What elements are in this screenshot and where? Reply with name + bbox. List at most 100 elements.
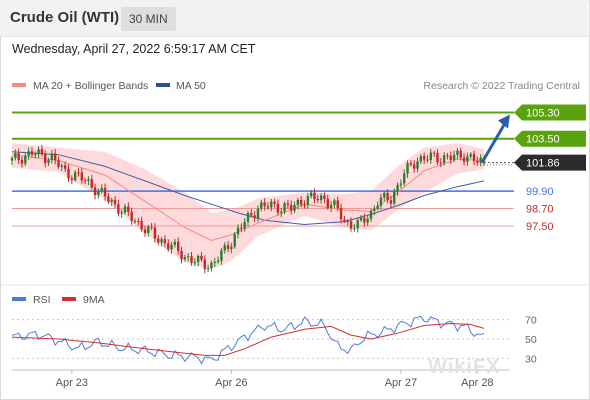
bollinger-band-layer: [12, 143, 484, 270]
instrument-title: Crude Oil (WTI): [10, 9, 120, 26]
candle-body: [280, 211, 283, 213]
candle-body: [100, 187, 103, 191]
candle-body: [60, 165, 64, 167]
candle-body: [469, 154, 472, 157]
candle-body: [336, 200, 339, 208]
candle-body: [326, 199, 329, 208]
candle-body: [157, 238, 160, 243]
candle-body: [24, 155, 27, 164]
legend-swatch-ma20: [12, 83, 26, 87]
candle-body: [323, 195, 326, 200]
forecast-arrow-head: [498, 114, 510, 129]
candle-body: [446, 155, 449, 157]
candle-body: [479, 157, 482, 163]
candle-body: [103, 187, 107, 197]
candle-body: [193, 262, 197, 264]
candle-body: [253, 215, 256, 219]
candle-body: [383, 192, 386, 198]
candle-body: [226, 245, 230, 250]
candle-body: [439, 162, 442, 164]
candle-body: [123, 206, 127, 213]
candle-body: [143, 229, 147, 233]
x-axis-label: Apr 27: [385, 377, 417, 389]
candle-body: [70, 178, 74, 181]
candle-body: [73, 172, 77, 181]
candle-body: [353, 228, 356, 230]
candle-body: [260, 202, 263, 209]
candle-body: [113, 199, 117, 205]
x-axis-label: Apr 28: [461, 377, 493, 389]
candle-body: [34, 154, 37, 156]
candle-body: [356, 220, 359, 229]
price-levels-layer: [12, 111, 514, 227]
candle-body: [110, 199, 113, 202]
x-axis-labels: Apr 23 Apr 26 Apr 27 Apr 28: [56, 370, 494, 389]
candle-body: [206, 268, 210, 270]
candle-body: [346, 221, 349, 223]
rsi-9ma-line: [11, 322, 485, 356]
candle-body: [67, 168, 70, 179]
candle-body: [283, 203, 286, 212]
forecast-arrow-layer: [480, 114, 510, 164]
candle-body: [230, 246, 233, 250]
candle-body: [183, 257, 187, 260]
candle-body: [30, 151, 34, 155]
candle-body: [203, 259, 206, 270]
level-103-50-label: 103.50: [526, 134, 560, 146]
candle-body: [50, 153, 54, 160]
candle-body: [223, 245, 226, 251]
candle-body: [240, 227, 243, 229]
candle-body: [319, 195, 323, 201]
candle-body: [329, 204, 333, 208]
candle-body: [452, 154, 456, 160]
candle-body: [369, 210, 373, 219]
candle-body: [213, 261, 216, 263]
legend-swatch-9ma: [62, 297, 76, 301]
candle-body: [333, 200, 336, 205]
rsi-tick-label: 30: [525, 353, 537, 365]
ma20-line: [11, 154, 485, 242]
candle-body: [250, 212, 253, 216]
legend-label-ma20: MA 20 + Bollinger Bands: [33, 80, 148, 92]
legend-label-rsi: RSI: [33, 294, 51, 306]
candle-body: [17, 153, 20, 160]
candle-body: [160, 239, 163, 243]
forecast-arrow-shaft: [480, 120, 508, 164]
candle-body: [93, 187, 97, 196]
candle-body: [339, 207, 343, 220]
candle-body: [107, 196, 110, 202]
candle-body: [306, 196, 310, 205]
candle-body: [293, 204, 296, 211]
timeframe-badge[interactable]: 30 MIN: [121, 7, 176, 31]
level-97-50-label: 97.50: [526, 221, 554, 233]
candle-body: [359, 217, 363, 221]
candle-body: [236, 227, 240, 235]
watermark-logo: WikiFX: [428, 356, 501, 378]
candle-body: [409, 163, 413, 165]
credit-text: Research © 2022 Trading Central: [423, 80, 580, 92]
candle-body: [426, 159, 429, 161]
candle-body: [47, 159, 50, 164]
candle-body: [373, 208, 376, 211]
rsi-tick-label: 70: [525, 315, 537, 327]
level-101-86-label: 101.86: [526, 158, 560, 170]
candle-body: [170, 244, 173, 250]
candle-body: [442, 155, 446, 163]
candle-body: [432, 152, 436, 154]
candle-body: [299, 199, 303, 205]
candle-body: [290, 204, 293, 211]
candle-body: [90, 179, 93, 188]
candle-body: [87, 179, 90, 181]
candle-body: [127, 206, 130, 212]
candle-body: [190, 256, 193, 263]
candle-body: [210, 262, 213, 269]
main-legend: MA 20 + Bollinger Bands MA 50: [12, 80, 206, 92]
candle-body: [406, 163, 409, 174]
candle-body: [180, 250, 183, 260]
candle-body: [296, 199, 300, 205]
moving-averages-layer: [11, 151, 485, 242]
candle-body: [167, 243, 170, 250]
candle-body: [389, 200, 393, 204]
level-105-30-label-box: [514, 104, 586, 121]
level-103-50-label-box: [514, 130, 586, 147]
